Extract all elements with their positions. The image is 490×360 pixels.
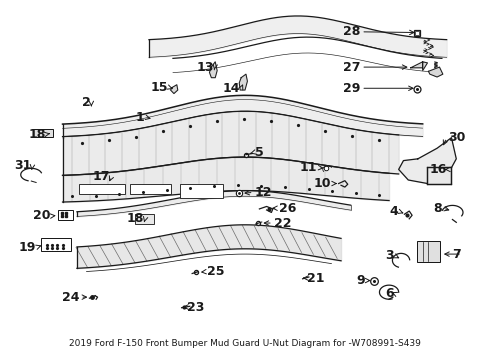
Text: 14: 14	[222, 82, 240, 95]
Text: 24: 24	[62, 291, 79, 303]
Bar	[130, 184, 171, 194]
Polygon shape	[428, 67, 443, 77]
Text: 9: 9	[356, 274, 365, 287]
Text: 3: 3	[385, 249, 394, 262]
Text: 28: 28	[343, 25, 360, 38]
Text: 1: 1	[135, 111, 144, 124]
Text: 31: 31	[14, 159, 31, 172]
Bar	[417, 242, 440, 262]
Polygon shape	[411, 62, 427, 71]
Text: 6: 6	[385, 287, 394, 300]
FancyBboxPatch shape	[58, 210, 73, 220]
Text: 18: 18	[127, 212, 144, 225]
Text: 18: 18	[28, 128, 46, 141]
Text: 5: 5	[255, 146, 263, 159]
Bar	[33, 129, 53, 137]
Text: 29: 29	[343, 82, 360, 95]
Text: 15: 15	[150, 81, 168, 94]
Text: 25: 25	[207, 265, 224, 278]
Bar	[180, 184, 223, 198]
Text: 20: 20	[33, 210, 50, 222]
Polygon shape	[399, 138, 456, 184]
Text: 12: 12	[255, 186, 272, 199]
Text: 21: 21	[307, 271, 325, 284]
Text: 13: 13	[196, 60, 214, 73]
Text: 16: 16	[429, 163, 447, 176]
Text: 4: 4	[390, 205, 399, 218]
Bar	[135, 213, 154, 224]
Text: 30: 30	[448, 131, 466, 144]
Text: 8: 8	[433, 202, 442, 215]
Polygon shape	[239, 74, 247, 90]
Text: 2: 2	[82, 96, 90, 109]
Text: 23: 23	[187, 301, 205, 314]
Polygon shape	[209, 62, 217, 78]
Text: 7: 7	[452, 248, 461, 261]
Text: 19: 19	[19, 240, 36, 253]
Text: 11: 11	[299, 161, 317, 174]
Text: 26: 26	[279, 202, 296, 215]
Bar	[41, 238, 71, 251]
Bar	[79, 184, 125, 194]
Text: 17: 17	[93, 170, 111, 183]
Polygon shape	[171, 85, 178, 94]
Text: 22: 22	[274, 217, 292, 230]
Text: 2019 Ford F-150 Front Bumper Mud Guard U-Nut Diagram for -W708991-S439: 2019 Ford F-150 Front Bumper Mud Guard U…	[69, 338, 421, 348]
Bar	[426, 167, 451, 184]
Text: 10: 10	[314, 177, 331, 190]
Text: 27: 27	[343, 60, 360, 73]
